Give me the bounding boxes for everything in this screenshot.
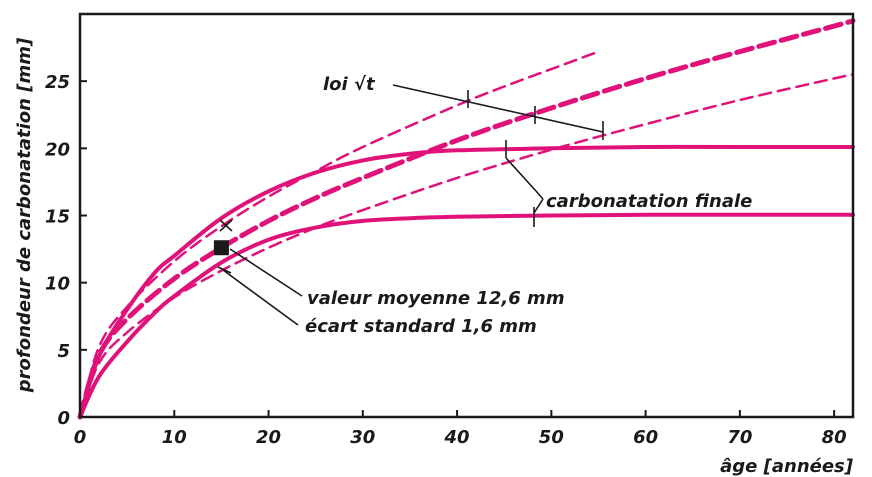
mean-value-marker bbox=[213, 240, 229, 256]
ecart-tick-lower bbox=[217, 266, 232, 274]
ecart-leader-line bbox=[222, 269, 299, 326]
annotation-carbonatation-finale: carbonatation finale bbox=[546, 191, 752, 212]
x-tick-label: 60 bbox=[633, 427, 658, 448]
loi-leader-line bbox=[392, 84, 604, 133]
y-tick-labels: 0 5 10 15 20 25 bbox=[45, 72, 70, 429]
moyenne-leader-line bbox=[229, 248, 303, 297]
ecart-tick-upper-b bbox=[219, 219, 233, 232]
tick-marks-group bbox=[217, 90, 604, 274]
annotation-ecart-standard: écart standard 1,6 mm bbox=[305, 316, 537, 337]
y-tick-label: 25 bbox=[45, 72, 70, 93]
annotation-valeur-moyenne: valeur moyenne 12,6 mm bbox=[307, 288, 565, 309]
annotation-leaders bbox=[222, 84, 604, 326]
x-tick-label: 70 bbox=[727, 427, 752, 448]
series-line-2-dashed-thin bbox=[78, 50, 600, 419]
y-tick-label: 10 bbox=[45, 274, 70, 295]
series-line-3-dashed-thin bbox=[78, 73, 855, 419]
x-tick-label: 0 bbox=[74, 427, 87, 448]
x-tick-label: 30 bbox=[350, 427, 375, 448]
annotation-loi-sqrt-t: loi √t bbox=[323, 74, 376, 95]
finale-leader-line-lower bbox=[533, 198, 544, 214]
x-tick-label: 40 bbox=[444, 427, 470, 448]
x-tick-label: 10 bbox=[162, 427, 187, 448]
x-tick-label: 80 bbox=[822, 427, 847, 448]
x-tick-label: 50 bbox=[539, 427, 564, 448]
y-tick-label: 20 bbox=[45, 139, 70, 160]
x-axis-title: âge [années] bbox=[720, 456, 854, 477]
y-tick-label: 15 bbox=[45, 207, 70, 228]
series-line-5-solid bbox=[78, 212, 855, 419]
y-tick-label: 5 bbox=[57, 341, 70, 362]
y-tick-label: 0 bbox=[57, 408, 70, 429]
x-tick-labels: 0 10 20 30 40 50 60 70 80 bbox=[74, 427, 847, 448]
axis-ticks bbox=[79, 80, 836, 418]
x-tick-label: 20 bbox=[256, 427, 281, 448]
finale-leader-line-mid bbox=[535, 190, 544, 200]
series-group bbox=[77, 18, 856, 420]
series-line-4-solid bbox=[78, 144, 855, 419]
finale-leader-line-upper bbox=[505, 157, 537, 192]
series-line-1-dashed-thick bbox=[77, 18, 856, 420]
y-axis-title: profondeur de carbonatation [mm] bbox=[14, 37, 35, 393]
